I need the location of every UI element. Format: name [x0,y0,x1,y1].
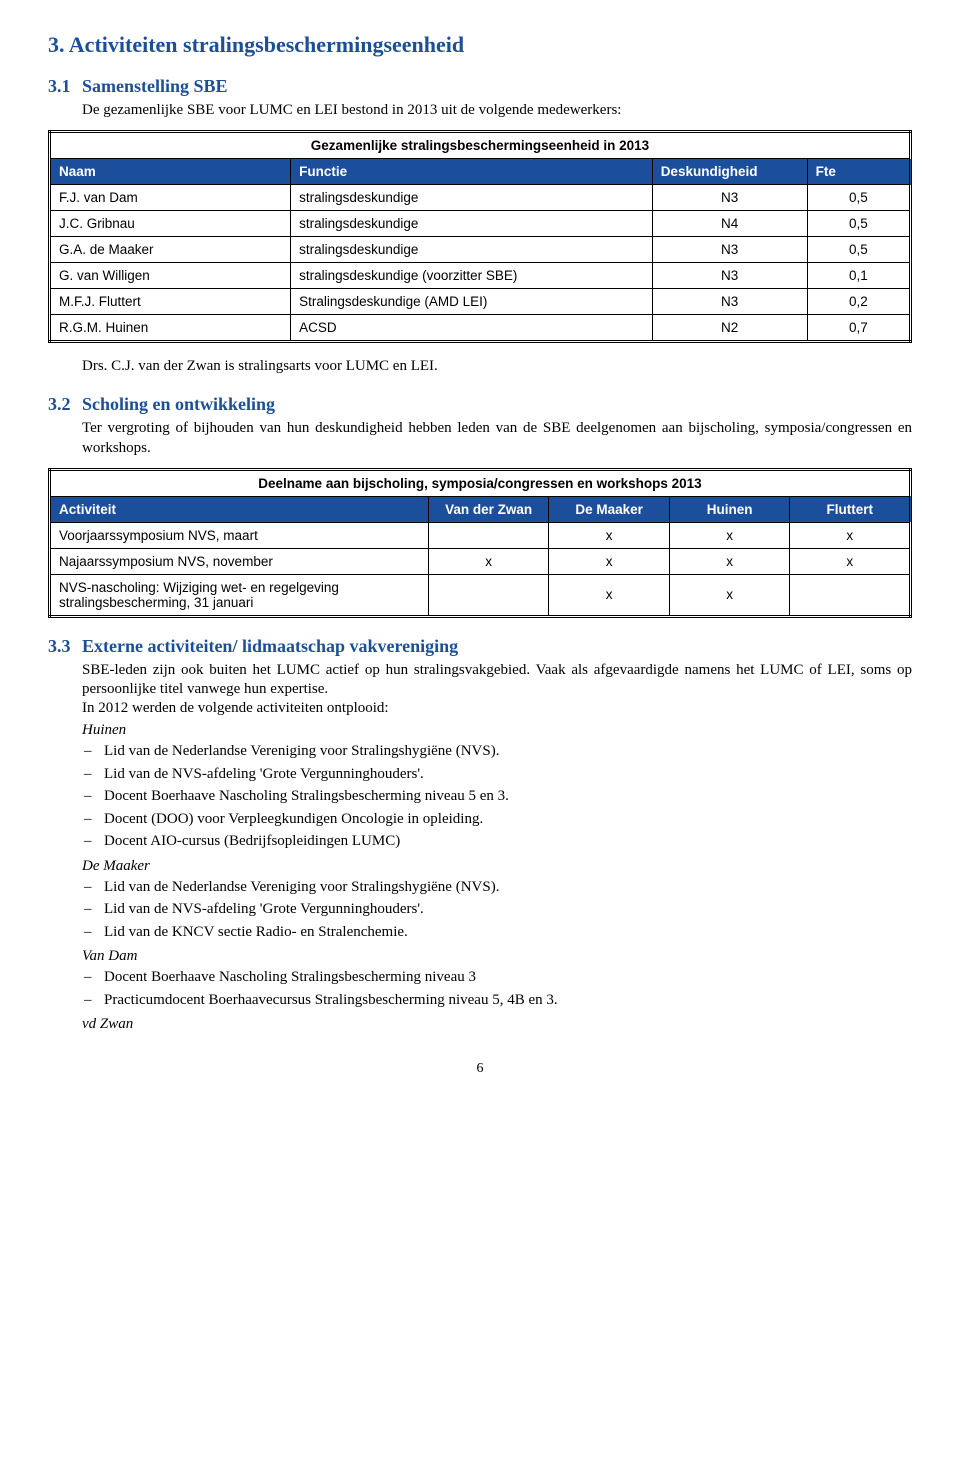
list-item: Lid van de NVS-afdeling 'Grote Vergunnin… [82,900,912,920]
table-cell: stralingsdeskundige [291,185,653,211]
table-cell: M.F.J. Fluttert [50,289,291,315]
table-cell: ACSD [291,315,653,342]
table-row: F.J. van DamstralingsdeskundigeN30,5 [50,185,911,211]
table-row: M.F.J. FluttertStralingsdeskundige (AMD … [50,289,911,315]
subsection-number: 3.3 [48,636,82,657]
table-cell: N2 [652,315,807,342]
table-cell: x [669,574,790,616]
paragraph: Ter vergroting of bijhouden van hun desk… [82,419,912,457]
table-cell: NVS-nascholing: Wijziging wet- en regelg… [50,574,429,616]
table-cell: R.G.M. Huinen [50,315,291,342]
table-cell: x [549,548,670,574]
table-cell [428,522,549,548]
table-cell [790,574,911,616]
paragraph: Drs. C.J. van der Zwan is stralingsarts … [82,357,912,376]
subsection-title: Samenstelling SBE [82,76,228,96]
table-cell: N3 [652,289,807,315]
section-title: Activiteiten stralingsbeschermingseenhei… [69,32,464,57]
table-row: G. van Willigenstralingsdeskundige (voor… [50,263,911,289]
table-row: G.A. de MaakerstralingsdeskundigeN30,5 [50,237,911,263]
activity-list: Lid van de Nederlandse Vereniging voor S… [82,878,912,943]
table-cell: N3 [652,263,807,289]
table-cell: N3 [652,237,807,263]
table-cell: x [428,548,549,574]
list-item: Docent (DOO) voor Verpleegkundigen Oncol… [82,810,912,830]
table-cell: stralingsdeskundige (voorzitter SBE) [291,263,653,289]
table-cell: 0,5 [807,237,910,263]
table-header: Deskundigheid [652,159,807,185]
activity-list: Docent Boerhaave Nascholing Stralingsbes… [82,968,912,1010]
table-header: Activiteit [50,496,429,522]
list-item: Docent Boerhaave Nascholing Stralingsbes… [82,968,912,988]
person-name: Huinen [82,722,912,739]
subsection-heading: 3.3Externe activiteiten/ lidmaatschap va… [48,636,912,657]
table-cell: 0,5 [807,185,910,211]
table-cell: N3 [652,185,807,211]
table-header: De Maaker [549,496,670,522]
table-row: Najaarssymposium NVS, novemberxxxx [50,548,911,574]
table-sbe-members: Gezamenlijke stralingsbeschermingseenhei… [48,130,912,343]
person-name: vd Zwan [82,1016,912,1033]
table-row: Voorjaarssymposium NVS, maartxxx [50,522,911,548]
table-row: R.G.M. HuinenACSDN20,7 [50,315,911,342]
table-cell: x [549,522,670,548]
table-cell: 0,1 [807,263,910,289]
subsection-title: Scholing en ontwikkeling [82,394,275,414]
subsection-number: 3.1 [48,76,82,97]
subsection-number: 3.2 [48,394,82,415]
table-cell: stralingsdeskundige [291,211,653,237]
table-cell: 0,2 [807,289,910,315]
table-cell: x [549,574,670,616]
table-cell: F.J. van Dam [50,185,291,211]
table-cell: J.C. Gribnau [50,211,291,237]
list-item: Docent Boerhaave Nascholing Stralingsbes… [82,787,912,807]
table-cell: x [790,548,911,574]
page-number: 6 [48,1061,912,1077]
table-header: Naam [50,159,291,185]
list-item: Lid van de NVS-afdeling 'Grote Vergunnin… [82,765,912,785]
person-name: Van Dam [82,948,912,965]
table-training: Deelname aan bijscholing, symposia/congr… [48,468,912,618]
subsection-heading: 3.1Samenstelling SBE [48,76,912,97]
table-header: Huinen [669,496,790,522]
activity-list: Lid van de Nederlandse Vereniging voor S… [82,742,912,852]
section-heading: 3. Activiteiten stralingsbeschermingseen… [48,32,912,58]
list-item: Lid van de Nederlandse Vereniging voor S… [82,742,912,762]
table-caption: Deelname aan bijscholing, symposia/congr… [50,469,911,496]
list-item: Docent AIO-cursus (Bedrijfsopleidingen L… [82,832,912,852]
table-row: NVS-nascholing: Wijziging wet- en regelg… [50,574,911,616]
list-item: Practicumdocent Boerhaavecursus Straling… [82,991,912,1011]
table-cell: 0,5 [807,211,910,237]
table-cell: Stralingsdeskundige (AMD LEI) [291,289,653,315]
table-cell: x [669,522,790,548]
table-cell: 0,7 [807,315,910,342]
table-cell: Najaarssymposium NVS, november [50,548,429,574]
list-item: Lid van de Nederlandse Vereniging voor S… [82,878,912,898]
paragraph: In 2012 werden de volgende activiteiten … [82,699,912,718]
table-cell: x [669,548,790,574]
table-header: Van der Zwan [428,496,549,522]
table-header: Fte [807,159,910,185]
table-cell: stralingsdeskundige [291,237,653,263]
table-caption: Gezamenlijke stralingsbeschermingseenhei… [50,132,911,159]
table-header: Functie [291,159,653,185]
paragraph: De gezamenlijke SBE voor LUMC en LEI bes… [82,101,912,120]
list-item: Lid van de KNCV sectie Radio- en Stralen… [82,923,912,943]
subsection-title: Externe activiteiten/ lidmaatschap vakve… [82,636,458,656]
table-cell: G.A. de Maaker [50,237,291,263]
table-cell: Voorjaarssymposium NVS, maart [50,522,429,548]
table-cell [428,574,549,616]
section-number: 3. [48,32,65,57]
person-name: De Maaker [82,858,912,875]
table-header: Fluttert [790,496,911,522]
table-cell: G. van Willigen [50,263,291,289]
table-cell: x [790,522,911,548]
subsection-heading: 3.2Scholing en ontwikkeling [48,394,912,415]
table-row: J.C. GribnaustralingsdeskundigeN40,5 [50,211,911,237]
table-cell: N4 [652,211,807,237]
paragraph: SBE-leden zijn ook buiten het LUMC actie… [82,661,912,699]
